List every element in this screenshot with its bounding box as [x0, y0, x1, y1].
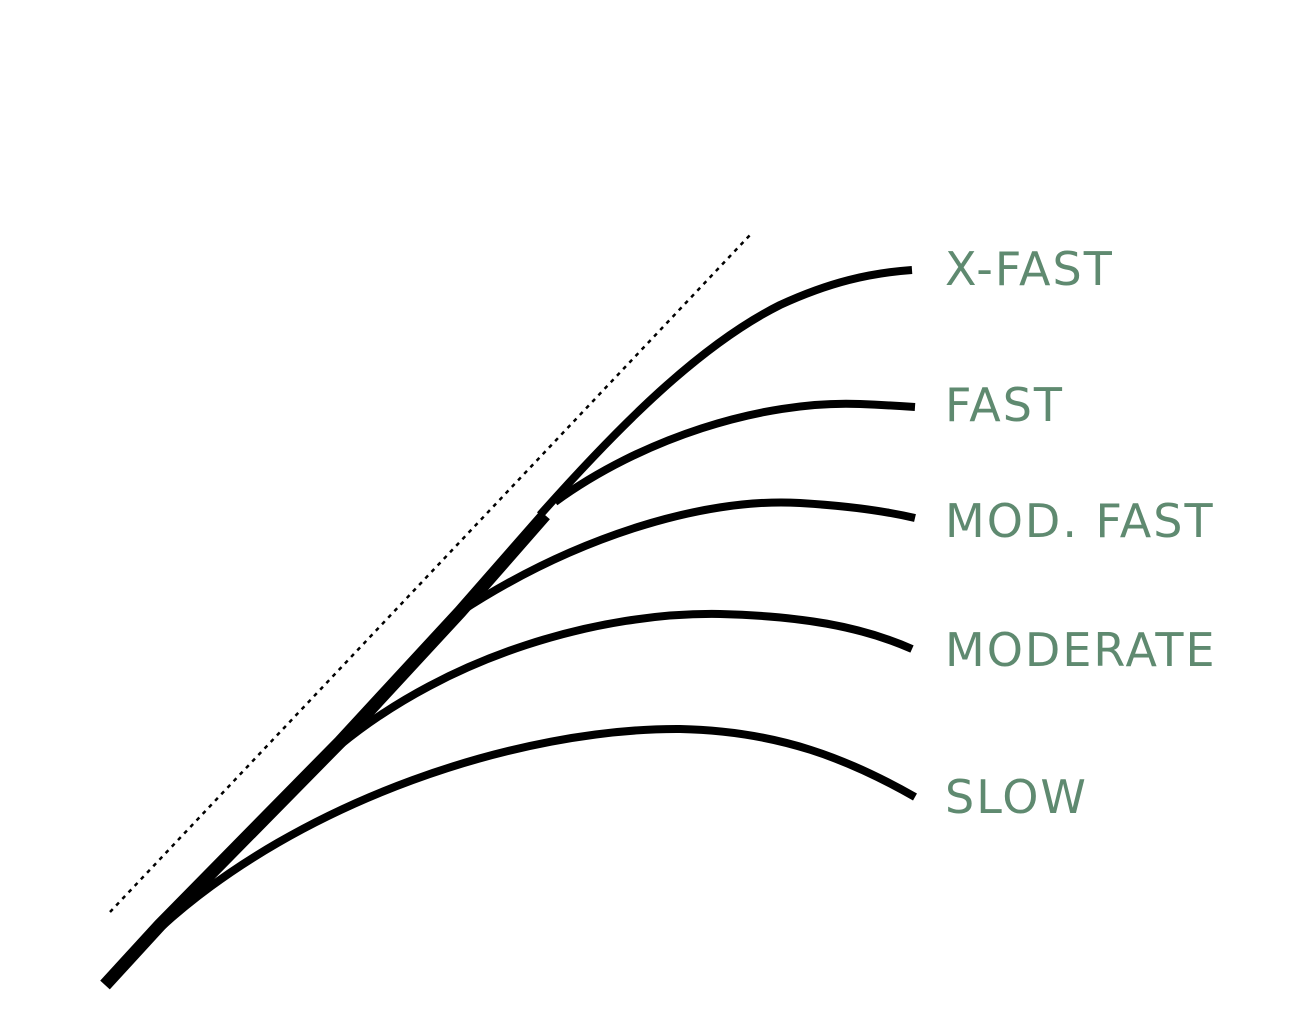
curve-slow: [157, 724, 917, 931]
curve-x-fast: [537, 266, 913, 518]
reference-dotted-line: [109, 234, 751, 913]
label-slow: SLOW: [945, 770, 1088, 824]
curve-moderate: [337, 609, 914, 749]
label-fast: FAST: [945, 378, 1065, 432]
label-x-fast: X-FAST: [945, 242, 1114, 296]
label-moderate: MODERATE: [945, 623, 1217, 677]
curve-fast: [552, 399, 916, 506]
label-mod-fast: MOD. FAST: [945, 494, 1215, 548]
curve-mod-fast: [457, 498, 916, 616]
